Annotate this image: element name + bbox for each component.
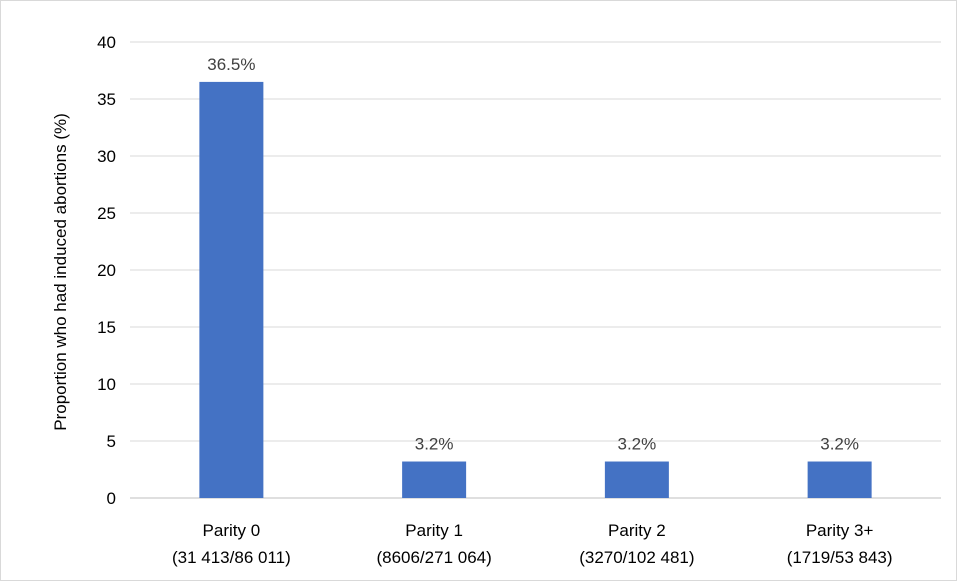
x-tick-labels: Parity 0 (31 413/86 011) Parity 1 (8606/271…	[172, 521, 893, 567]
y-tick-label: 5	[107, 432, 116, 451]
data-label: 3.2%	[415, 435, 454, 454]
bar	[604, 461, 669, 498]
x-tick-sublabel: (1719/53 843)	[787, 548, 893, 567]
data-label: 3.2%	[820, 435, 859, 454]
x-tick-label: Parity 0	[203, 521, 261, 540]
x-tick-sublabel: (8606/271 064)	[376, 548, 491, 567]
y-tick-label: 40	[97, 33, 116, 52]
x-tick-label: Parity 1	[405, 521, 463, 540]
y-axis-label: Proportion who had induced abortions (%)	[51, 113, 70, 431]
bar	[402, 461, 467, 498]
bar	[199, 81, 264, 499]
y-tick-label: 25	[97, 204, 116, 223]
y-tick-label: 20	[97, 261, 116, 280]
data-label: 36.5%	[207, 55, 255, 74]
y-tick-label: 35	[97, 90, 116, 109]
bar	[807, 461, 872, 498]
data-labels: 36.5% 3.2% 3.2% 3.2%	[207, 55, 859, 454]
gridlines	[130, 41, 941, 499]
x-tick-label: Parity 2	[608, 521, 666, 540]
x-tick-sublabel: (31 413/86 011)	[172, 548, 291, 567]
y-tick-labels: 0 5 10 15 20 25 30 35 40	[97, 33, 116, 508]
x-tick-sublabel: (3270/102 481)	[579, 548, 694, 567]
data-label: 3.2%	[618, 435, 657, 454]
y-tick-label: 30	[97, 147, 116, 166]
y-tick-label: 0	[107, 489, 116, 508]
x-tick-label: Parity 3+	[806, 521, 874, 540]
y-tick-label: 10	[97, 375, 116, 394]
y-tick-label: 15	[97, 318, 116, 337]
bars	[199, 81, 872, 499]
